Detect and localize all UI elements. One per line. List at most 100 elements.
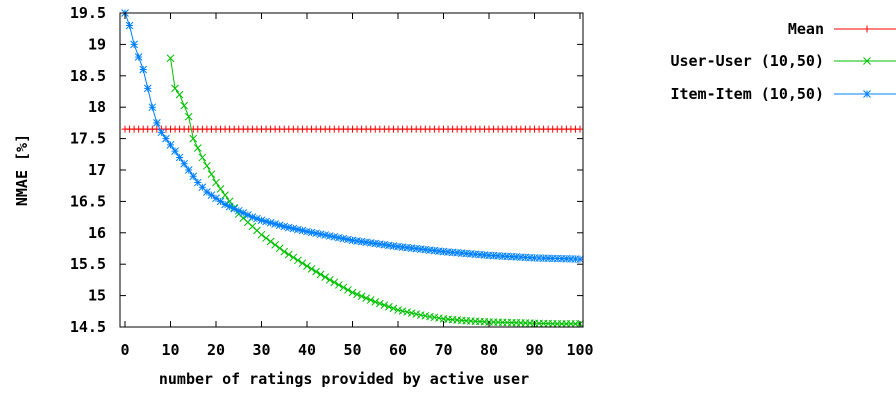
item-item-point bbox=[266, 218, 275, 227]
user-user-point bbox=[334, 281, 343, 289]
item-item-point bbox=[462, 249, 471, 258]
item-item-point bbox=[184, 166, 193, 174]
item-item-point bbox=[230, 204, 239, 213]
user-user-point bbox=[203, 161, 211, 170]
item-item-point bbox=[325, 232, 334, 240]
x-tick-label: 70 bbox=[434, 341, 452, 359]
item-item-point bbox=[280, 222, 289, 231]
user-user-point bbox=[353, 290, 361, 299]
y-tick-label: 14.5 bbox=[70, 318, 106, 336]
item-item-point bbox=[271, 220, 280, 228]
item-item-point bbox=[380, 240, 389, 249]
item-item-point bbox=[148, 103, 157, 112]
item-item-point bbox=[394, 242, 402, 251]
user-user-point bbox=[385, 302, 393, 311]
item-item-point bbox=[526, 253, 534, 262]
item-item-point bbox=[494, 252, 502, 260]
user-user-point bbox=[280, 247, 289, 256]
item-item-point bbox=[375, 240, 384, 248]
x-tick-label: 20 bbox=[207, 341, 225, 359]
user-user-point bbox=[212, 178, 220, 187]
item-item-point bbox=[225, 202, 234, 211]
user-user-point bbox=[380, 301, 389, 309]
item-item-point bbox=[334, 233, 343, 242]
user-user-line bbox=[170, 58, 580, 325]
item-item-point bbox=[507, 252, 516, 261]
item-item-point bbox=[348, 236, 357, 245]
user-user-point bbox=[262, 234, 270, 242]
item-item-point bbox=[403, 243, 411, 252]
item-item-point bbox=[366, 238, 375, 247]
item-item-point bbox=[521, 253, 530, 262]
item-item-point bbox=[416, 245, 425, 253]
item-item-point bbox=[234, 206, 243, 215]
y-ticks: 14.5 15 15.5 16 16.5 17 17.5 18 18.5 19 19.5 bbox=[70, 4, 583, 336]
item-item-point bbox=[212, 194, 220, 203]
legend: Mean User-User (10,50) Item-Item (10,50) bbox=[670, 20, 896, 103]
legend-marker-mean bbox=[863, 25, 871, 33]
item-item-point bbox=[125, 21, 134, 30]
item-item-point bbox=[412, 244, 421, 253]
user-user-point bbox=[184, 112, 193, 121]
item-item-point bbox=[553, 254, 562, 263]
item-item-point bbox=[389, 242, 398, 250]
item-item-point bbox=[476, 250, 484, 259]
legend-label-item-item: Item-Item (10,50) bbox=[670, 85, 824, 103]
item-item-point bbox=[421, 245, 430, 254]
item-item-point bbox=[339, 234, 348, 243]
item-item-point bbox=[544, 254, 553, 263]
user-user-point bbox=[371, 298, 380, 306]
user-user-point bbox=[275, 244, 284, 253]
item-item-point bbox=[139, 65, 148, 74]
item-item-point bbox=[221, 200, 229, 209]
x-tick-label: 50 bbox=[343, 341, 361, 359]
item-item-point bbox=[457, 249, 466, 258]
y-tick-label: 19.5 bbox=[70, 4, 106, 22]
mean-point bbox=[576, 125, 584, 133]
item-item-point bbox=[316, 230, 325, 239]
item-item-point bbox=[130, 40, 138, 49]
item-item-point bbox=[207, 191, 216, 199]
item-item-point bbox=[152, 119, 161, 127]
item-item-point bbox=[562, 254, 571, 263]
item-item-point bbox=[448, 248, 457, 257]
item-item-point bbox=[330, 232, 339, 241]
item-item-point bbox=[216, 197, 225, 206]
user-user-point bbox=[316, 270, 325, 279]
user-user-series-group bbox=[166, 54, 584, 328]
y-tick-label: 16 bbox=[88, 224, 106, 242]
item-item-point bbox=[189, 172, 198, 181]
item-item-point bbox=[385, 241, 393, 250]
user-user-point bbox=[207, 170, 216, 179]
y-tick-label: 15 bbox=[88, 287, 106, 305]
user-user-point bbox=[284, 250, 293, 259]
item-item-point bbox=[480, 251, 489, 259]
item-item-point bbox=[198, 183, 207, 192]
y-tick-label: 18 bbox=[88, 98, 106, 116]
item-item-point bbox=[294, 225, 302, 234]
item-item-point bbox=[353, 237, 361, 245]
user-user-point bbox=[321, 273, 330, 281]
item-item-point bbox=[321, 231, 330, 239]
item-item-point bbox=[312, 229, 320, 238]
item-item-point bbox=[444, 248, 452, 256]
item-item-point bbox=[362, 238, 371, 247]
user-user-point bbox=[221, 191, 229, 199]
item-item-point bbox=[243, 211, 252, 219]
item-item-point bbox=[166, 141, 175, 149]
user-user-point bbox=[403, 308, 411, 316]
item-item-point bbox=[535, 254, 543, 262]
item-item-point bbox=[239, 209, 248, 217]
user-user-point bbox=[257, 230, 266, 239]
user-user-point bbox=[298, 259, 307, 268]
user-user-point bbox=[193, 144, 202, 152]
item-item-point bbox=[557, 254, 566, 263]
user-user-point bbox=[362, 294, 371, 302]
user-user-point bbox=[294, 256, 302, 265]
item-item-point bbox=[275, 221, 284, 230]
item-item-point bbox=[471, 250, 480, 259]
x-tick-label: 10 bbox=[161, 341, 179, 359]
user-user-point bbox=[375, 299, 384, 308]
user-user-point bbox=[366, 296, 375, 304]
user-user-point bbox=[312, 267, 320, 276]
